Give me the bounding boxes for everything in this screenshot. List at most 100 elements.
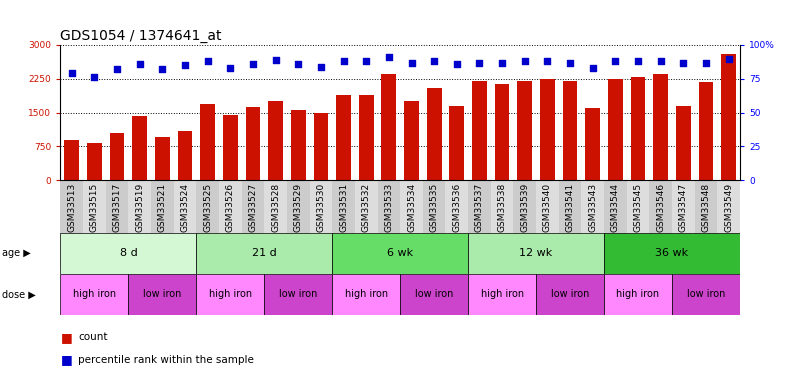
Bar	[60, 180, 83, 268]
Bar	[672, 180, 695, 268]
Bar	[446, 180, 468, 268]
Bar	[264, 274, 332, 315]
Text: GDS1054 / 1374641_at: GDS1054 / 1374641_at	[60, 29, 222, 43]
Bar	[450, 106, 464, 180]
Text: age ▶: age ▶	[2, 248, 31, 258]
Text: 6 wk: 6 wk	[387, 248, 413, 258]
Bar	[381, 74, 397, 180]
Bar	[604, 274, 672, 315]
Bar	[604, 232, 740, 274]
Bar	[400, 180, 423, 268]
Bar	[563, 81, 577, 180]
Text: low iron: low iron	[143, 290, 181, 299]
Text: 21 d: 21 d	[252, 248, 276, 258]
Point	[156, 66, 168, 72]
Point	[292, 61, 305, 67]
Point	[428, 58, 441, 64]
Bar	[223, 115, 238, 180]
Bar	[630, 76, 646, 180]
Bar	[268, 101, 283, 180]
Bar	[676, 106, 691, 180]
Bar	[332, 274, 400, 315]
Bar	[177, 130, 193, 180]
Bar	[608, 79, 623, 180]
Point	[654, 58, 667, 64]
Bar	[654, 74, 668, 180]
Point	[179, 62, 192, 68]
Bar	[246, 107, 260, 180]
Point	[405, 60, 418, 66]
Point	[541, 58, 554, 64]
Point	[632, 58, 645, 64]
Bar	[314, 112, 328, 180]
Bar	[699, 82, 713, 180]
Text: ■: ■	[60, 354, 73, 366]
Text: high iron: high iron	[209, 290, 252, 299]
Text: dose ▶: dose ▶	[2, 290, 35, 299]
Bar	[400, 274, 468, 315]
Bar	[517, 81, 532, 180]
Bar	[468, 180, 491, 268]
Text: 12 wk: 12 wk	[519, 248, 553, 258]
Text: low iron: low iron	[550, 290, 589, 299]
Text: high iron: high iron	[617, 290, 659, 299]
Point	[609, 58, 621, 64]
Bar	[132, 116, 147, 180]
Bar	[627, 180, 650, 268]
Text: ■: ■	[60, 331, 73, 344]
Bar	[468, 232, 604, 274]
Text: high iron: high iron	[345, 290, 388, 299]
Bar	[291, 110, 305, 180]
Bar	[468, 274, 536, 315]
Bar	[264, 180, 287, 268]
Text: low iron: low iron	[415, 290, 453, 299]
Point	[337, 58, 350, 64]
Bar	[197, 180, 219, 268]
Bar	[110, 133, 124, 180]
Bar	[287, 180, 310, 268]
Bar	[717, 180, 740, 268]
Bar	[513, 180, 536, 268]
Bar	[128, 274, 197, 315]
Bar	[604, 180, 626, 268]
Bar	[404, 101, 419, 180]
Bar	[377, 180, 400, 268]
Bar	[495, 84, 509, 180]
Point	[473, 60, 486, 66]
Bar	[60, 274, 128, 315]
Point	[722, 56, 735, 62]
Point	[359, 58, 372, 64]
Text: count: count	[78, 333, 108, 342]
Point	[451, 61, 463, 67]
Point	[518, 58, 531, 64]
Point	[586, 65, 599, 71]
Bar	[559, 180, 581, 268]
Bar	[64, 140, 79, 180]
Bar	[219, 180, 242, 268]
Bar	[423, 180, 446, 268]
Point	[382, 54, 395, 60]
Bar	[540, 79, 555, 180]
Bar	[242, 180, 264, 268]
Point	[314, 64, 327, 70]
Text: high iron: high iron	[73, 290, 116, 299]
Bar	[585, 108, 600, 180]
Bar	[60, 232, 197, 274]
Text: percentile rank within the sample: percentile rank within the sample	[78, 355, 254, 365]
Point	[563, 60, 576, 66]
Bar	[87, 142, 102, 180]
Bar	[332, 180, 355, 268]
Bar	[201, 104, 215, 180]
Text: low iron: low iron	[279, 290, 318, 299]
Bar	[336, 94, 351, 180]
Bar	[197, 232, 332, 274]
Bar	[355, 180, 377, 268]
Bar	[173, 180, 197, 268]
Bar	[672, 274, 740, 315]
Text: 8 d: 8 d	[119, 248, 137, 258]
Bar	[310, 180, 332, 268]
Point	[224, 65, 237, 71]
Bar	[491, 180, 513, 268]
Bar	[197, 274, 264, 315]
Point	[88, 74, 101, 80]
